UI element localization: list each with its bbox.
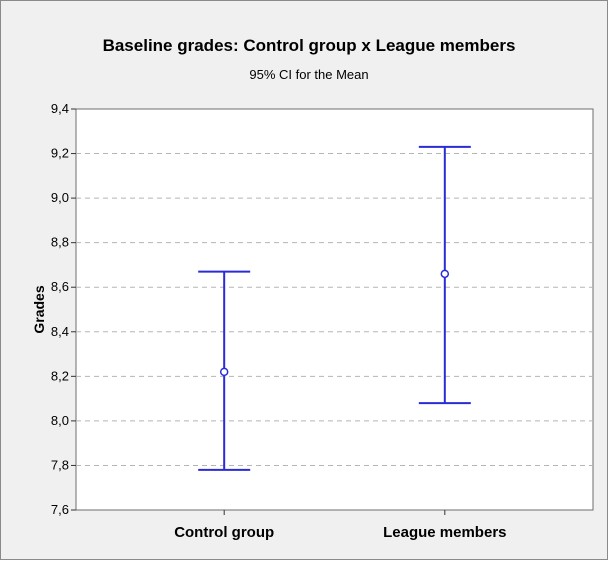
y-tick-label: 9,2 <box>51 146 69 161</box>
y-tick-label: 8,8 <box>51 235 69 250</box>
y-axis-label: Grades <box>31 285 47 333</box>
interval-control-group <box>198 270 251 471</box>
plot-area <box>75 108 594 511</box>
mean-marker <box>219 367 229 377</box>
interval-league-members <box>418 145 471 405</box>
y-tick-label: 9,4 <box>51 101 69 116</box>
chart-title: Baseline grades: Control group x League … <box>103 36 516 55</box>
y-tick-label: 8,4 <box>51 324 69 339</box>
y-tick-label: 8,2 <box>51 368 69 383</box>
y-axis: 7,6 7,8 8,0 8,2 8,4 8,6 8,8 9,0 9,2 9,4 <box>51 101 76 517</box>
x-tick-label: League members <box>383 524 506 541</box>
y-tick-label: 8,6 <box>51 279 69 294</box>
mean-marker <box>440 269 450 279</box>
y-tick-label: 9,0 <box>51 190 69 205</box>
x-axis: Control group League members <box>174 510 507 541</box>
x-tick-label: Control group <box>174 524 274 541</box>
interval-series <box>198 145 471 471</box>
y-tick-label: 8,0 <box>51 413 69 428</box>
y-tick-label: 7,8 <box>51 457 69 472</box>
y-tick-label: 7,6 <box>51 502 69 517</box>
chart-subtitle: 95% CI for the Mean <box>249 67 368 82</box>
